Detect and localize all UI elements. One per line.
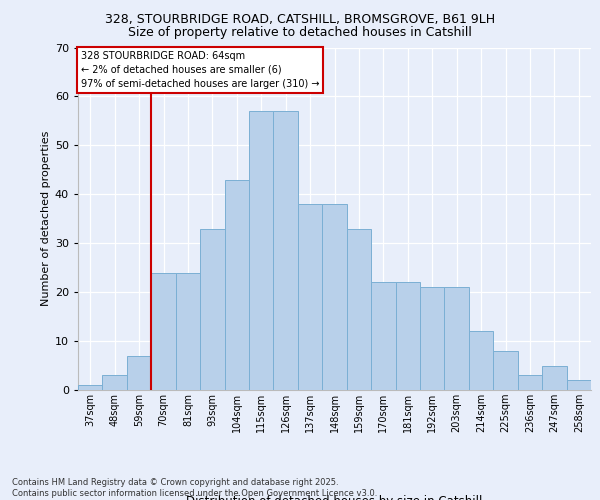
Bar xyxy=(371,282,395,390)
Bar xyxy=(274,111,298,390)
Text: 328 STOURBRIDGE ROAD: 64sqm
← 2% of detached houses are smaller (6)
97% of semi-: 328 STOURBRIDGE ROAD: 64sqm ← 2% of deta… xyxy=(80,51,319,89)
Bar xyxy=(78,385,103,390)
Bar xyxy=(347,228,371,390)
Bar xyxy=(542,366,566,390)
Bar xyxy=(176,272,200,390)
Bar xyxy=(200,228,224,390)
Bar xyxy=(445,287,469,390)
Bar xyxy=(298,204,322,390)
Bar xyxy=(493,351,518,390)
Bar xyxy=(127,356,151,390)
Text: Size of property relative to detached houses in Catshill: Size of property relative to detached ho… xyxy=(128,26,472,39)
Bar xyxy=(566,380,591,390)
Bar xyxy=(103,376,127,390)
Bar xyxy=(420,287,445,390)
Y-axis label: Number of detached properties: Number of detached properties xyxy=(41,131,50,306)
Text: 328, STOURBRIDGE ROAD, CATSHILL, BROMSGROVE, B61 9LH: 328, STOURBRIDGE ROAD, CATSHILL, BROMSGR… xyxy=(105,12,495,26)
Bar xyxy=(322,204,347,390)
Bar xyxy=(249,111,274,390)
Bar xyxy=(224,180,249,390)
Bar xyxy=(469,332,493,390)
Bar xyxy=(395,282,420,390)
Bar xyxy=(151,272,176,390)
Text: Contains HM Land Registry data © Crown copyright and database right 2025.
Contai: Contains HM Land Registry data © Crown c… xyxy=(12,478,377,498)
X-axis label: Distribution of detached houses by size in Catshill: Distribution of detached houses by size … xyxy=(187,495,482,500)
Bar xyxy=(518,376,542,390)
